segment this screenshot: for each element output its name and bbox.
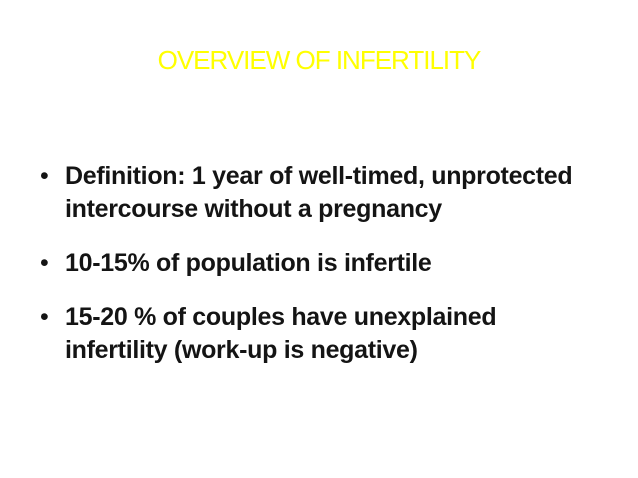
- bullet-list: • Definition: 1 year of well-timed, unpr…: [40, 160, 620, 388]
- bullet-icon: •: [40, 162, 49, 190]
- list-item: • Definition: 1 year of well-timed, unpr…: [40, 160, 620, 226]
- bullet-text-line: intercourse without a pregnancy: [65, 195, 442, 223]
- list-item: • 15-20 % of couples have unexplained in…: [40, 301, 620, 367]
- bullet-text-line: 15-20 % of couples have unexplained: [65, 303, 497, 331]
- bullet-text: 10-15% of population is infertile: [65, 247, 432, 280]
- bullet-text-line: infertility (work-up is negative): [65, 336, 418, 364]
- bullet-text: Definition: 1 year of well-timed, unprot…: [65, 160, 573, 226]
- bullet-text-line: 10-15% of population is infertile: [65, 249, 432, 277]
- bullet-text-line: Definition: 1 year of well-timed, unprot…: [65, 162, 573, 190]
- bullet-text: 15-20 % of couples have unexplained infe…: [65, 301, 497, 367]
- bullet-icon: •: [40, 303, 49, 331]
- slide-title: OVERVIEW OF INFERTILITY: [157, 45, 482, 75]
- list-item: • 10-15% of population is infertile: [40, 247, 620, 280]
- bullet-icon: •: [40, 249, 49, 277]
